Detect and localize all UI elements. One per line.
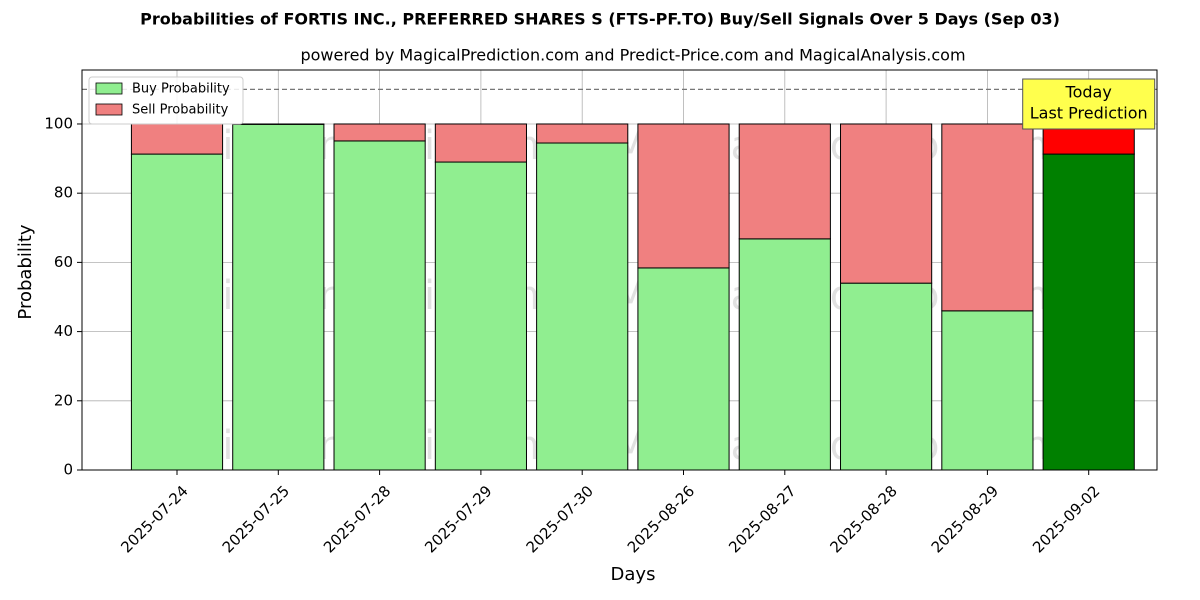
x-tick-label: 2025-09-02 — [1029, 482, 1103, 556]
y-tick-label: 20 — [54, 391, 73, 409]
bar-segment — [130, 153, 224, 471]
annotation-box — [1022, 78, 1156, 130]
bar-segment — [738, 238, 831, 471]
bar-segment — [637, 267, 730, 471]
plot-frame — [81, 69, 1158, 471]
y-tick-label: 60 — [54, 253, 73, 271]
bar-segment — [232, 123, 325, 471]
bar-segment — [637, 123, 730, 269]
bar-segment — [434, 123, 527, 163]
bar-segment — [333, 140, 426, 471]
x-tick-label: 2025-07-25 — [219, 482, 293, 556]
y-tick-label: 40 — [54, 322, 73, 340]
bar-segment — [941, 310, 1034, 471]
y-tick-label: 80 — [54, 184, 73, 202]
bar-segment — [738, 123, 831, 240]
bar-segment — [130, 123, 224, 155]
x-tick-label: 2025-07-29 — [421, 482, 495, 556]
x-tick-label: 2025-08-29 — [928, 482, 1002, 556]
legend-swatch — [95, 103, 123, 116]
bar-segment — [434, 161, 527, 471]
legend-swatch — [95, 82, 123, 95]
x-tick-label: 2025-07-28 — [320, 482, 394, 556]
annotation-text: Last Prediction — [1030, 104, 1148, 123]
x-tick-label: 2025-07-30 — [523, 482, 597, 556]
bar-segment — [840, 123, 933, 284]
x-tick-label: 2025-07-24 — [117, 482, 191, 556]
bar-segment — [536, 142, 629, 471]
x-tick-label: 2025-08-28 — [826, 482, 900, 556]
legend-label: Sell Probability — [132, 103, 229, 118]
bar-segment — [333, 123, 426, 142]
bar-segment — [941, 123, 1034, 312]
annotation-text: Today — [1065, 83, 1112, 102]
chart-title: Probabilities of FORTIS INC., PREFERRED … — [140, 10, 1060, 29]
bar-segment — [1042, 153, 1135, 471]
y-tick-label: 0 — [63, 461, 73, 479]
chart-subtitle: powered by MagicalPrediction.com and Pre… — [300, 46, 965, 65]
y-tick-label: 100 — [44, 114, 73, 132]
x-tick-label: 2025-08-26 — [624, 482, 698, 556]
bar-segment — [840, 282, 933, 471]
legend-box — [88, 76, 244, 125]
bar-segment — [536, 123, 629, 144]
legend-label: Buy Probability — [132, 82, 230, 97]
y-axis-label: Probability — [15, 224, 36, 319]
x-tick-label: 2025-08-27 — [725, 482, 799, 556]
x-axis-label: Days — [611, 564, 656, 585]
